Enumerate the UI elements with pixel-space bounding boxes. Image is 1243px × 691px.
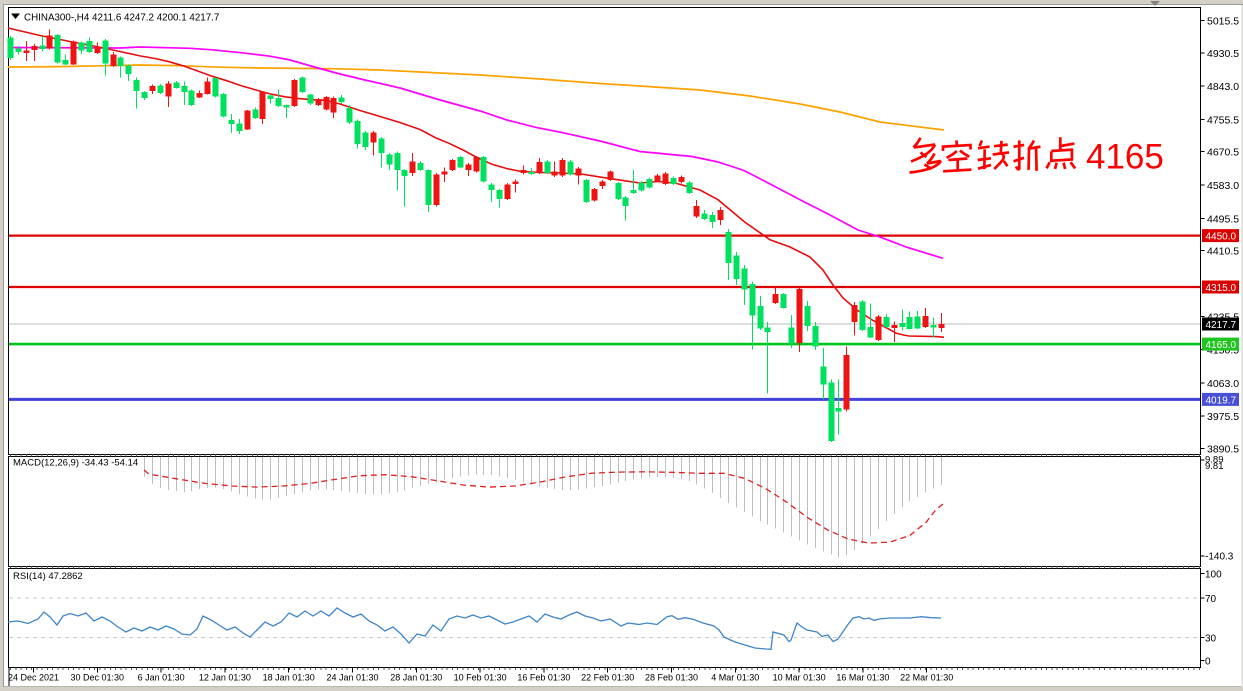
svg-text:6 Jan 01:30: 6 Jan 01:30 — [138, 673, 185, 683]
svg-text:22 Mar 01:30: 22 Mar 01:30 — [900, 673, 953, 683]
svg-text:24 Jan 01:30: 24 Jan 01:30 — [326, 673, 378, 683]
svg-text:10 Feb 01:30: 10 Feb 01:30 — [454, 673, 507, 683]
svg-text:MACD(12,26,9) -34.43 -54.14: MACD(12,26,9) -34.43 -54.14 — [13, 458, 138, 469]
svg-text:4 Mar 01:30: 4 Mar 01:30 — [711, 673, 759, 683]
svg-text:30: 30 — [1205, 634, 1217, 645]
svg-text:4930.5: 4930.5 — [1207, 48, 1239, 60]
svg-text:70: 70 — [1205, 594, 1217, 605]
svg-text:3890.5: 3890.5 — [1207, 444, 1239, 456]
svg-text:0: 0 — [1205, 657, 1211, 668]
svg-text:100: 100 — [1205, 570, 1222, 581]
svg-text:9.89: 9.89 — [1205, 455, 1224, 466]
svg-text:24 Dec 2021: 24 Dec 2021 — [8, 673, 59, 683]
svg-text:16 Mar 01:30: 16 Mar 01:30 — [836, 673, 889, 683]
svg-text:4755.5: 4755.5 — [1207, 114, 1239, 126]
svg-text:4670.5: 4670.5 — [1207, 147, 1239, 159]
svg-text:4450.0: 4450.0 — [1206, 232, 1237, 243]
svg-text:4165.0: 4165.0 — [1206, 340, 1237, 351]
svg-text:RSI(14) 47.2862: RSI(14) 47.2862 — [13, 571, 83, 582]
svg-text:4217.7: 4217.7 — [1206, 320, 1237, 331]
svg-text:4583.0: 4583.0 — [1207, 180, 1239, 192]
svg-text:4019.7: 4019.7 — [1206, 395, 1237, 406]
svg-text:18 Jan 01:30: 18 Jan 01:30 — [263, 673, 315, 683]
svg-text:10 Mar 01:30: 10 Mar 01:30 — [773, 673, 826, 683]
svg-text:-140.3: -140.3 — [1205, 552, 1234, 563]
svg-text:28 Feb 01:30: 28 Feb 01:30 — [645, 673, 698, 683]
svg-text:4165: 4165 — [1086, 138, 1164, 177]
svg-text:22 Feb 01:30: 22 Feb 01:30 — [581, 673, 634, 683]
svg-text:30 Dec 01:30: 30 Dec 01:30 — [71, 673, 125, 683]
svg-text:4315.0: 4315.0 — [1206, 283, 1237, 294]
svg-text:5015.5: 5015.5 — [1207, 16, 1239, 28]
svg-text:4063.0: 4063.0 — [1207, 378, 1239, 390]
svg-text:4843.0: 4843.0 — [1207, 81, 1239, 93]
svg-text:12 Jan 01:30: 12 Jan 01:30 — [199, 673, 251, 683]
svg-text:4495.5: 4495.5 — [1207, 213, 1239, 225]
svg-text:9.81: 9.81 — [1205, 461, 1224, 472]
svg-text:CHINA300-,H4 4211.6 4247.2 42: CHINA300-,H4 4211.6 4247.2 4200.1 4217.7 — [24, 13, 219, 24]
svg-text:4410.5: 4410.5 — [1207, 246, 1239, 258]
svg-text:3975.5: 3975.5 — [1207, 411, 1239, 423]
svg-text:16 Feb 01:30: 16 Feb 01:30 — [517, 673, 570, 683]
svg-text:28 Jan 01:30: 28 Jan 01:30 — [390, 673, 442, 683]
